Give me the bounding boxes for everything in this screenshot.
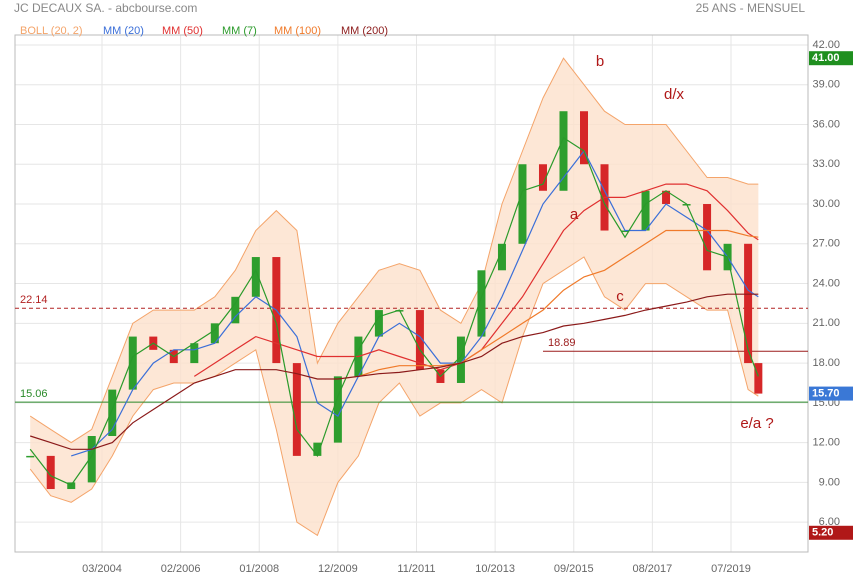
price-bar bbox=[497, 243, 506, 271]
price-bar bbox=[662, 190, 671, 205]
price-badge-label: 15.70 bbox=[812, 387, 840, 399]
price-bar bbox=[744, 243, 753, 364]
level-label: 15.06 bbox=[20, 388, 48, 400]
x-tick-label: 02/2006 bbox=[161, 563, 201, 575]
price-bar bbox=[108, 389, 117, 437]
price-bar bbox=[46, 455, 55, 490]
moving-average bbox=[29, 136, 759, 486]
annotation: d/x bbox=[664, 86, 685, 103]
y-tick-label: 12.00 bbox=[812, 437, 840, 449]
moving-average bbox=[71, 149, 759, 457]
x-tick-label: 12/2009 bbox=[318, 563, 358, 575]
y-tick-label: 39.00 bbox=[812, 79, 840, 91]
y-tick-label: 30.00 bbox=[812, 198, 840, 210]
bollinger-fill bbox=[30, 58, 759, 536]
chart-subtitle: 25 ANS - MENSUEL bbox=[696, 1, 806, 15]
x-tick-label: 11/2011 bbox=[397, 563, 435, 575]
price-badge bbox=[809, 525, 853, 540]
annotation: a bbox=[570, 206, 579, 223]
price-bar bbox=[703, 204, 712, 271]
level-label: 18.89 bbox=[548, 337, 576, 349]
legend-entry: MM (200) bbox=[341, 25, 388, 37]
y-tick-label: 9.00 bbox=[819, 476, 840, 488]
legend-entry: MM (20) bbox=[103, 25, 144, 37]
price-bar bbox=[580, 111, 589, 165]
price-bar bbox=[518, 164, 527, 244]
price-bar bbox=[313, 442, 322, 456]
price-bar bbox=[641, 190, 650, 231]
price-bar bbox=[754, 363, 763, 394]
price-badge-label: 5.20 bbox=[812, 527, 833, 539]
price-bar bbox=[128, 336, 137, 390]
legend-entry: MM (100) bbox=[274, 25, 321, 37]
x-tick-label: 08/2017 bbox=[632, 563, 672, 575]
y-tick-label: 36.00 bbox=[812, 118, 840, 130]
x-tick-label: 01/2008 bbox=[239, 563, 279, 575]
annotation: b bbox=[596, 53, 604, 70]
price-bar bbox=[456, 336, 465, 383]
x-tick-label: 03/2004 bbox=[82, 563, 122, 575]
y-tick-label: 21.00 bbox=[812, 317, 840, 329]
x-tick-label: 07/2019 bbox=[711, 563, 751, 575]
bollinger-upper bbox=[29, 57, 759, 444]
price-bar bbox=[292, 363, 301, 456]
price-bar bbox=[374, 310, 383, 337]
y-tick-label: 33.00 bbox=[812, 158, 840, 170]
moving-average bbox=[358, 229, 759, 377]
price-bar bbox=[559, 111, 568, 191]
plot-frame bbox=[14, 34, 809, 553]
price-bar bbox=[538, 164, 547, 191]
y-tick-label: 27.00 bbox=[812, 238, 840, 250]
bollinger-lower bbox=[29, 256, 759, 537]
price-bar bbox=[333, 376, 342, 443]
price-badge bbox=[809, 386, 853, 401]
legend-entry: MM (50) bbox=[162, 25, 203, 37]
price-badge-label: 41.00 bbox=[812, 52, 840, 64]
price-bar bbox=[190, 343, 199, 364]
price-bar bbox=[621, 230, 630, 233]
legend-entry: BOLL (20, 2) bbox=[20, 25, 83, 37]
level-label: 22.14 bbox=[20, 294, 48, 306]
y-tick-label: 18.00 bbox=[812, 357, 840, 369]
y-tick-label: 24.00 bbox=[812, 277, 840, 289]
x-tick-label: 10/2013 bbox=[475, 563, 515, 575]
price-bar bbox=[415, 310, 424, 370]
y-tick-label: 6.00 bbox=[819, 516, 840, 528]
price-bar bbox=[87, 436, 96, 483]
moving-average bbox=[30, 293, 759, 450]
price-bar bbox=[26, 455, 35, 458]
price-bar bbox=[231, 296, 240, 324]
price-bar bbox=[210, 323, 219, 344]
price-bar bbox=[477, 270, 486, 337]
annotation: e/a ? bbox=[740, 415, 773, 432]
x-tick-label: 09/2015 bbox=[554, 563, 594, 575]
chart-title: JC DECAUX SA. - abcbourse.com bbox=[14, 1, 197, 15]
legend-entry: MM (7) bbox=[222, 25, 257, 37]
price-bar bbox=[251, 257, 260, 297]
annotation: c bbox=[616, 288, 624, 305]
price-badge bbox=[809, 51, 853, 66]
y-tick-label: 42.00 bbox=[812, 39, 840, 51]
